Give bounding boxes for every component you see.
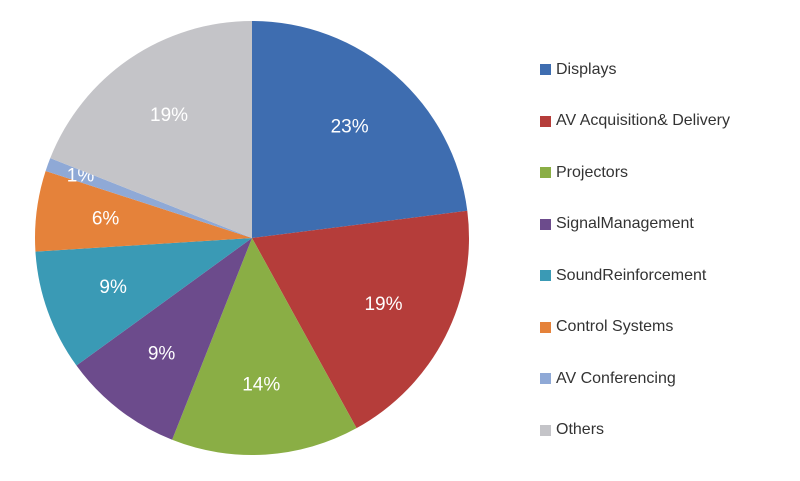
pie-slice-0 (252, 21, 468, 238)
legend-label: SoundReinforcement (556, 266, 707, 284)
legend-swatch (540, 218, 551, 230)
legend-label: Displays (556, 60, 617, 78)
legend-swatch (540, 424, 551, 436)
legend-label: SignalManagement (556, 215, 694, 233)
pie-slice-2 (172, 238, 357, 455)
slice-value-label: 19% (150, 105, 188, 126)
pie-slice-5 (35, 170, 253, 252)
legend-item: Projectors (540, 147, 795, 199)
legend-swatch (540, 373, 551, 385)
legend-item: AV Acquisition& Delivery (540, 96, 795, 148)
legend-label: AV Acquisition& Delivery (556, 112, 730, 130)
legend-item: SoundReinforcement (540, 250, 795, 302)
slice-value-label: 19% (364, 294, 402, 315)
legend-item: Control Systems (540, 302, 795, 354)
legend-item: Others (540, 405, 795, 457)
pie-slice-3 (76, 238, 252, 440)
pie-slice-7 (50, 21, 253, 238)
legend-label: AV Conferencing (556, 369, 676, 387)
legend-label: Control Systems (556, 318, 674, 336)
slice-value-label: 9% (148, 344, 176, 365)
legend-swatch (540, 321, 551, 333)
pie-slice-6 (45, 158, 253, 238)
pie-slice-4 (35, 238, 253, 366)
slice-value-label: 6% (92, 209, 120, 230)
slice-value-label: 14% (242, 374, 280, 395)
legend-swatch (540, 115, 551, 127)
legend-swatch (540, 270, 551, 282)
legend-item: Displays (540, 44, 795, 96)
slice-value-label: 23% (331, 116, 369, 137)
legend-item: SignalManagement (540, 199, 795, 251)
pie-slice-1 (252, 210, 469, 429)
slice-value-label: 9% (99, 277, 127, 298)
legend: Displays AV Acquisition& Delivery Projecto… (540, 44, 795, 456)
legend-swatch (540, 64, 551, 76)
legend-label: Projectors (556, 163, 629, 181)
legend-label: Others (556, 421, 605, 439)
legend-swatch (540, 167, 551, 179)
legend-item: AV Conferencing (540, 353, 795, 405)
